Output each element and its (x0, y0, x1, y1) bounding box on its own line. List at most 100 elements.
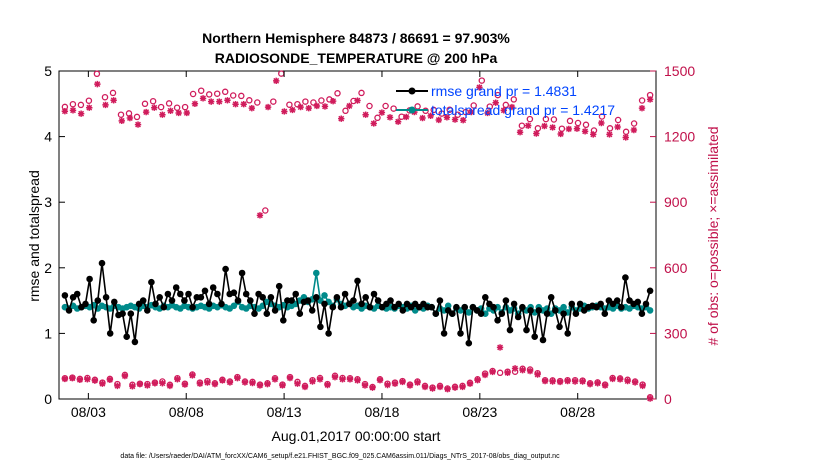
rmse-point (527, 307, 534, 314)
legend: rmse grand pr = 1.4831 totalspread grand… (396, 83, 615, 118)
rmse-point (535, 307, 543, 314)
assimilated-obs-lower-marker (226, 379, 234, 386)
possible-obs-upper-marker (109, 89, 117, 97)
assimilated-obs-lower-marker (196, 380, 204, 387)
possible-obs-upper-marker (181, 103, 189, 111)
assimilated-obs-upper-marker (183, 109, 190, 117)
assimilated-obs-lower-marker (511, 365, 519, 372)
rmse-point (308, 307, 316, 314)
spread-point (313, 269, 320, 277)
y-tick-label: 1 (44, 325, 52, 341)
rmse-point (164, 290, 172, 298)
assimilated-obs-upper-marker (248, 104, 256, 112)
assimilated-obs-upper-marker (134, 121, 142, 128)
assimilated-obs-lower-marker (376, 376, 384, 384)
assimilated-obs-lower-marker (166, 382, 174, 390)
assimilated-obs-upper-marker (638, 104, 646, 112)
y2-tick-label: 300 (664, 325, 688, 341)
assimilated-obs-lower-marker (271, 376, 279, 383)
assimilated-obs-lower-marker (571, 378, 579, 385)
assimilated-obs-upper-marker (370, 120, 377, 127)
rmse-point (399, 307, 407, 314)
assimilated-obs-lower-marker (144, 382, 151, 389)
rmse-point (152, 300, 159, 308)
possible-obs-upper-marker (502, 101, 510, 109)
rmse-point (341, 290, 349, 298)
rmse-point (333, 294, 341, 301)
rmse-point (127, 310, 135, 318)
assimilated-obs-lower-marker (84, 376, 91, 383)
assimilated-obs-lower-marker (256, 382, 264, 389)
rmse-point (156, 294, 163, 301)
rmse-point (209, 284, 217, 291)
axes-box (58, 70, 657, 400)
rmse-point (506, 326, 514, 334)
rmse-point (123, 333, 130, 341)
x-tick-label: 08/03 (71, 404, 106, 420)
assimilated-obs-upper-marker (256, 212, 264, 219)
assimilated-obs-lower-marker (309, 378, 316, 385)
y2-tick-label: 600 (664, 260, 688, 276)
assimilated-obs-lower-marker (616, 376, 624, 383)
rmse-point (428, 303, 436, 311)
possible-obs-lower-marker (496, 369, 504, 377)
assimilated-obs-upper-marker (118, 117, 125, 125)
rmse-point (267, 294, 275, 301)
possible-obs-upper-marker (574, 119, 582, 127)
rmse-point (482, 294, 489, 301)
possible-obs-upper-marker (334, 90, 341, 97)
footnote: data file: /Users/raeder/DAI/ATM_forcXX/… (120, 453, 560, 460)
assimilated-obs-lower-marker (474, 376, 481, 384)
rmse-point (73, 290, 81, 298)
rmse-point (181, 297, 188, 304)
possible-obs-upper-marker (526, 115, 534, 123)
possible-obs-upper-marker (173, 104, 181, 111)
possible-obs-upper-marker (310, 99, 317, 106)
rmse-point (477, 310, 485, 318)
assimilated-obs-upper-marker (362, 111, 369, 118)
assimilated-obs-upper-marker (216, 98, 223, 105)
possible-obs-upper-marker (238, 92, 245, 100)
assimilated-obs-upper-marker (573, 125, 581, 132)
possible-obs-upper-marker (69, 100, 77, 108)
rmse-point (205, 300, 213, 308)
assimilated-obs-lower-marker (354, 377, 361, 384)
assimilated-obs-upper-marker (516, 129, 524, 136)
rmse-point (350, 297, 357, 304)
assimilated-obs-upper-marker (646, 96, 654, 103)
assimilated-obs-lower-marker (496, 344, 504, 351)
rmse-point (230, 289, 238, 297)
possible-obs-upper-marker (286, 101, 293, 108)
rmse-point (82, 300, 89, 308)
rmse-point (374, 297, 382, 304)
x-tick-label: 08/08 (169, 404, 204, 420)
assimilated-obs-lower-marker (121, 372, 129, 380)
assimilated-obs-upper-marker (321, 103, 329, 110)
rmse-point (531, 333, 538, 341)
rmse-point (148, 278, 155, 286)
assimilated-obs-upper-marker (622, 134, 629, 141)
rmse-point (189, 303, 196, 311)
x-tick-label: 08/28 (560, 404, 595, 420)
assimilated-obs-lower-marker (369, 384, 376, 391)
assimilated-obs-upper-marker (199, 95, 207, 102)
rmse-point (564, 330, 571, 337)
assimilated-obs-lower-marker (211, 380, 219, 388)
assimilated-obs-lower-marker (399, 378, 406, 386)
possible-obs-upper-marker (229, 92, 237, 99)
assimilated-obs-upper-marker (159, 111, 166, 118)
spread-point (230, 302, 238, 310)
assimilated-obs-upper-marker (289, 106, 296, 114)
assimilated-obs-upper-marker (394, 118, 402, 125)
rmse-point (251, 310, 258, 318)
rmse-point (618, 303, 625, 311)
rmse-point (514, 313, 522, 321)
rmse-point (362, 294, 370, 301)
assimilated-obs-lower-marker (384, 381, 391, 389)
assimilated-obs-upper-marker (86, 104, 93, 111)
assimilated-obs-lower-marker (129, 383, 136, 390)
rmse-point (271, 307, 279, 314)
possible-obs-upper-marker (197, 87, 205, 94)
rmse-point (247, 297, 254, 304)
possible-obs-upper-marker (550, 116, 558, 123)
